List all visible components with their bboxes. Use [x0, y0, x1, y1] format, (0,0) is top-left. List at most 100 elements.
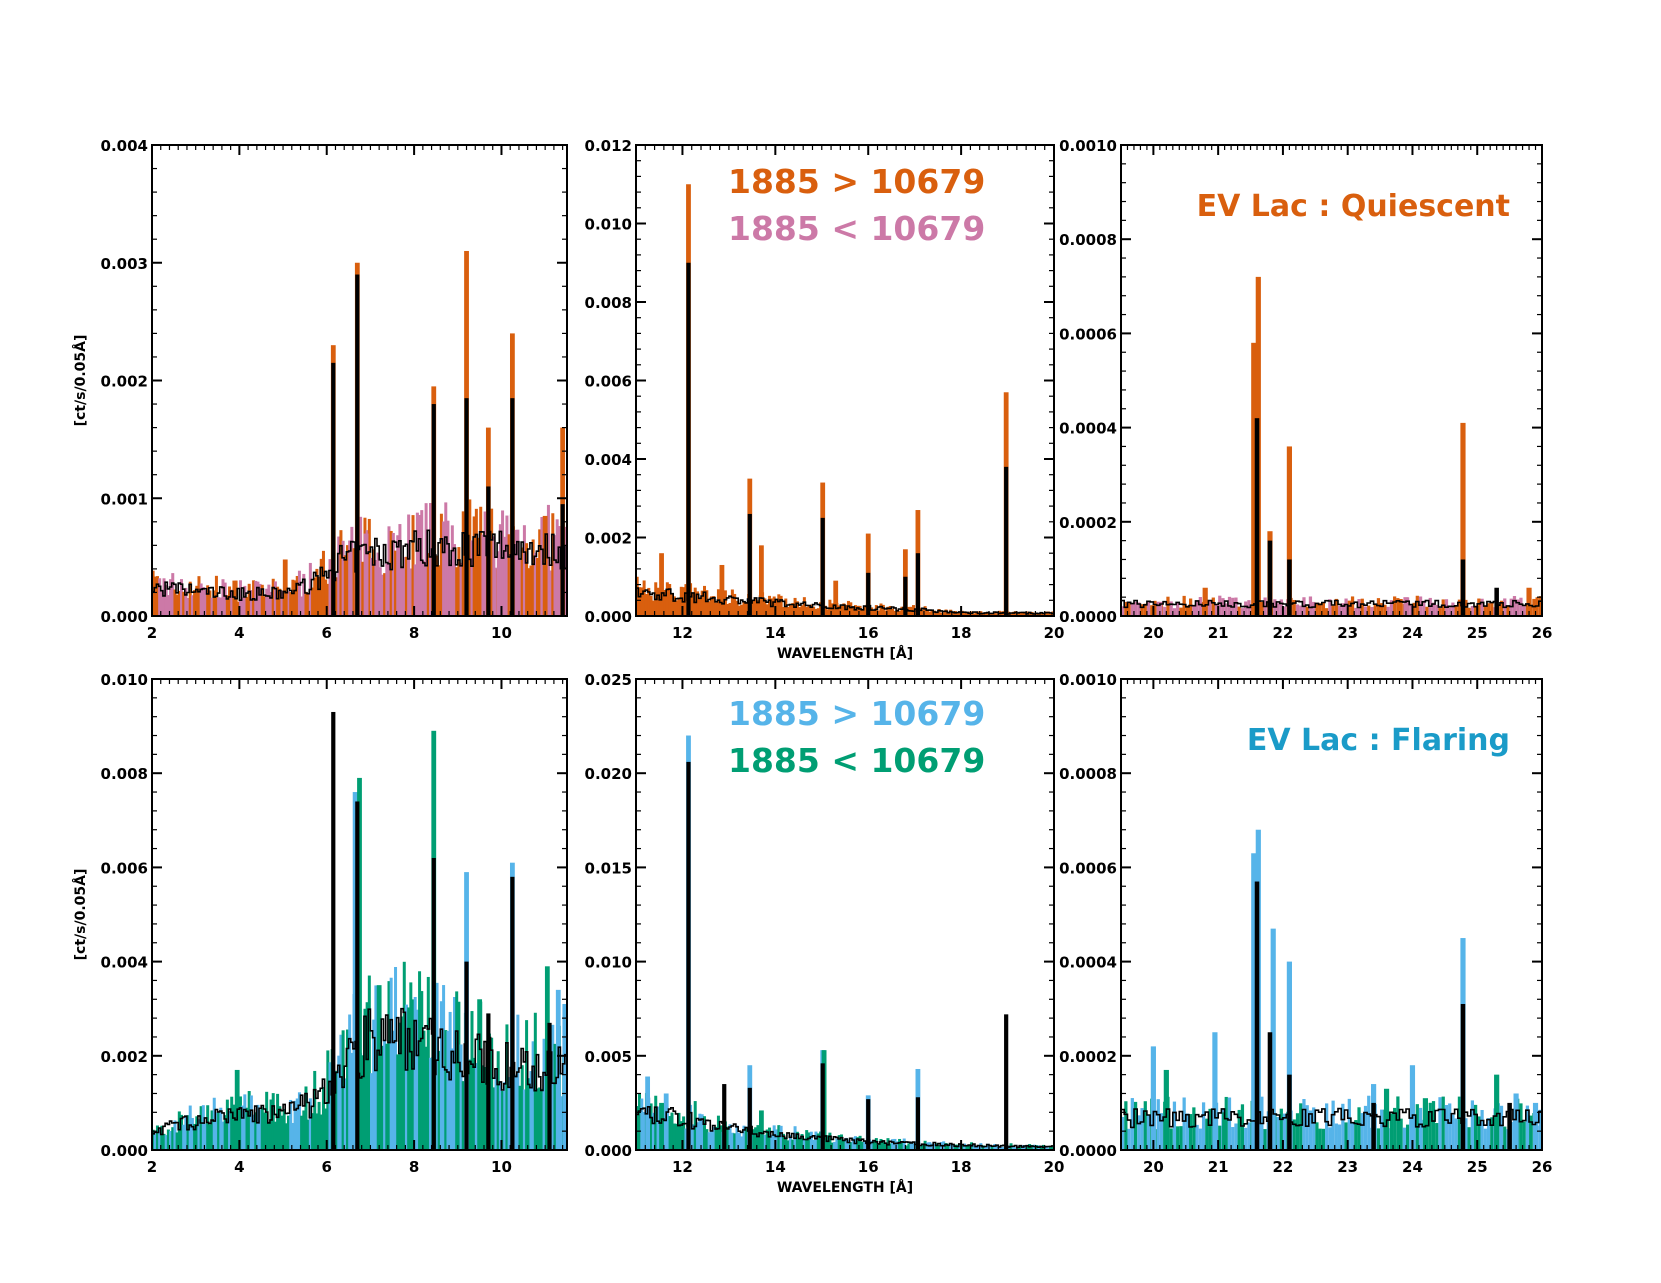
plot-area: [152, 711, 567, 1150]
spectrum-bin: [201, 1105, 205, 1150]
spectrum-bin: [1538, 596, 1542, 616]
spectrum-bin: [1363, 1105, 1368, 1150]
spectrum-bin: [243, 1094, 247, 1150]
spectrum-bin: [1483, 1128, 1487, 1150]
spectrum-bin: [341, 540, 345, 616]
spectrum-bin: [221, 1121, 225, 1150]
spectrum-bin: [308, 1098, 312, 1150]
black-emission-line: [331, 362, 336, 616]
spectrum-bin: [383, 1039, 387, 1150]
spectrum-bin: [496, 1051, 500, 1150]
spectrum-bin: [1198, 1128, 1202, 1150]
spectrum-bin: [199, 583, 203, 616]
emission-line: [477, 999, 483, 1150]
spectrum-bin: [1354, 1120, 1358, 1150]
spectrum-bin: [461, 511, 465, 616]
spectrum-bin: [751, 599, 755, 616]
spectrum-bin: [1341, 603, 1345, 616]
black-spectrum: [1121, 599, 1542, 609]
spectrum-bin: [538, 529, 542, 616]
spectrum-bin: [756, 1125, 760, 1150]
spectrum-bin: [155, 1125, 159, 1150]
spectrum-bin: [339, 530, 343, 616]
spectrum-bin: [1049, 613, 1053, 616]
spectrum-bin: [1383, 604, 1387, 616]
spectrum-bin: [1470, 605, 1474, 616]
spectrum-bin: [1337, 1124, 1342, 1150]
axes-frame: [151, 678, 568, 1151]
spectrum-bin: [1344, 1122, 1348, 1150]
spectrum-bin: [249, 590, 253, 616]
spectrum-bin: [786, 1140, 790, 1150]
spectrum-bin: [1195, 1124, 1199, 1150]
x-axis-label: WAVELENGTH [Å]: [777, 645, 913, 662]
spectrum-bin: [960, 1143, 964, 1150]
black-emission-line: [331, 711, 336, 1150]
spectrum-bin: [540, 517, 544, 616]
spectrum-bin: [705, 590, 709, 616]
spectrum-bin: [337, 536, 341, 616]
x-tick-label: 23: [1337, 624, 1358, 642]
spectrum-bin: [155, 576, 159, 616]
spectrum-bin: [457, 547, 461, 616]
spectrum-bin: [698, 598, 702, 616]
spectrum-bin: [380, 574, 384, 616]
y-tick-label: 0.0008: [1059, 231, 1117, 249]
spectrum-bin: [1237, 1109, 1241, 1150]
spectrum-bin: [1234, 1123, 1238, 1150]
spectrum-bin: [1146, 601, 1151, 616]
spectrum-bin: [949, 609, 953, 616]
spectrum-bin: [1350, 596, 1355, 616]
spectrum-bin: [1163, 606, 1167, 616]
spectrum-bin: [428, 503, 432, 616]
spectrum-bin: [348, 540, 352, 616]
y-tick-label: 0.010: [101, 671, 148, 689]
black-emission-line: [1004, 1014, 1009, 1150]
spectrum-bin: [335, 577, 339, 616]
spectrum-bin: [389, 977, 393, 1150]
spectrum-bin: [888, 1143, 892, 1150]
spectrum-bin: [740, 1136, 744, 1150]
emission-line: [357, 777, 362, 1150]
spectrum-bin: [193, 590, 197, 616]
spectrum-bin: [267, 1121, 271, 1150]
spectrum-bin: [826, 1135, 830, 1150]
emission-line: [833, 580, 839, 616]
black-emission-line: [1371, 1102, 1376, 1150]
spectrum-bin: [1486, 603, 1491, 616]
spectrum-bin: [461, 1081, 465, 1150]
spectrum-bin: [1240, 1104, 1245, 1150]
emission-line: [1150, 1046, 1156, 1150]
spectrum-bin: [1473, 605, 1478, 616]
spectrum-bin: [522, 1089, 526, 1150]
spectrum-bin: [391, 532, 395, 616]
spectrum-bin: [1318, 603, 1322, 616]
spectrum-bin: [516, 529, 520, 616]
spectrum-bin: [219, 597, 223, 616]
spectrum-bin: [1360, 1113, 1364, 1150]
spectrum-bin: [284, 1123, 288, 1150]
spectrum-bin: [795, 601, 799, 616]
spectrum-bin: [877, 1144, 881, 1150]
spectrum-bin: [201, 587, 205, 616]
spectrum-bin: [1448, 605, 1452, 616]
spectrum-bin: [1337, 605, 1342, 616]
spectrum-bin: [786, 606, 790, 616]
x-tick-label: 14: [765, 1158, 786, 1176]
spectrum-bin: [932, 610, 936, 616]
spectrum-bin: [1376, 598, 1381, 616]
spectrum-bin: [946, 1144, 950, 1150]
spectrum-bin: [1522, 606, 1526, 616]
spectrum-bin: [477, 537, 481, 616]
spectrum-bin: [206, 585, 210, 616]
spectrum-bin: [448, 559, 452, 616]
spectrum-bin: [483, 1066, 487, 1150]
spectrum-bin: [190, 595, 194, 616]
spectrum-bin: [1393, 1107, 1397, 1150]
spectrum-bin: [245, 1107, 249, 1150]
spectrum-bin: [1334, 1123, 1338, 1150]
spectrum-bin: [422, 1030, 426, 1150]
spectrum-bin: [1127, 1128, 1131, 1150]
spectrum-bin: [963, 1143, 967, 1150]
spectrum-bin: [700, 1114, 704, 1150]
